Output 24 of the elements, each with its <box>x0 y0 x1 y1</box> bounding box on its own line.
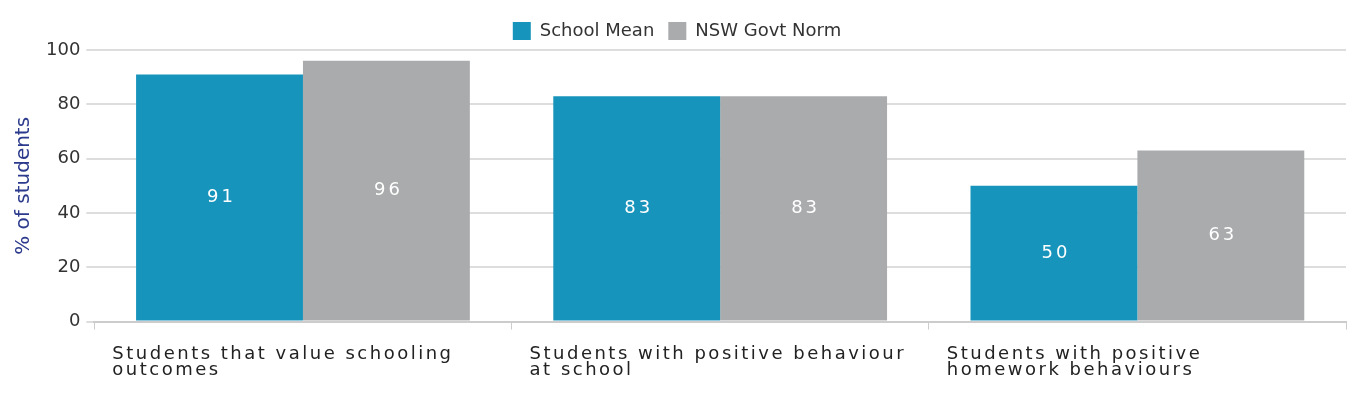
bar <box>970 185 1138 321</box>
y-tick-label: 100 <box>46 37 81 59</box>
data-label: 63 <box>1208 223 1238 245</box>
y-tick-label: 0 <box>68 309 81 331</box>
legend-label: NSW Govt Norm <box>695 18 842 40</box>
data-label: 50 <box>1041 240 1071 262</box>
y-tick-label: 20 <box>57 254 81 276</box>
bar <box>1137 150 1305 321</box>
x-tick-label: Students that value schooling outcomes <box>112 342 454 380</box>
x-tick-label: Students with positive homework behaviours <box>946 342 1203 380</box>
legend-label: School Mean <box>539 18 655 40</box>
data-label: 96 <box>373 178 403 200</box>
data-label: 83 <box>791 196 821 218</box>
bar <box>720 96 888 321</box>
bar <box>302 60 470 321</box>
y-tick-label: 40 <box>57 200 81 222</box>
bar <box>136 74 303 321</box>
bar <box>553 96 721 321</box>
y-tick-label: 60 <box>57 146 81 168</box>
y-axis-title: % of students <box>10 116 35 255</box>
data-label: 91 <box>207 185 236 207</box>
x-tick-label: Students with positive behaviour at school <box>529 342 907 380</box>
data-label: 83 <box>624 196 654 218</box>
y-tick-label: 80 <box>57 91 81 113</box>
